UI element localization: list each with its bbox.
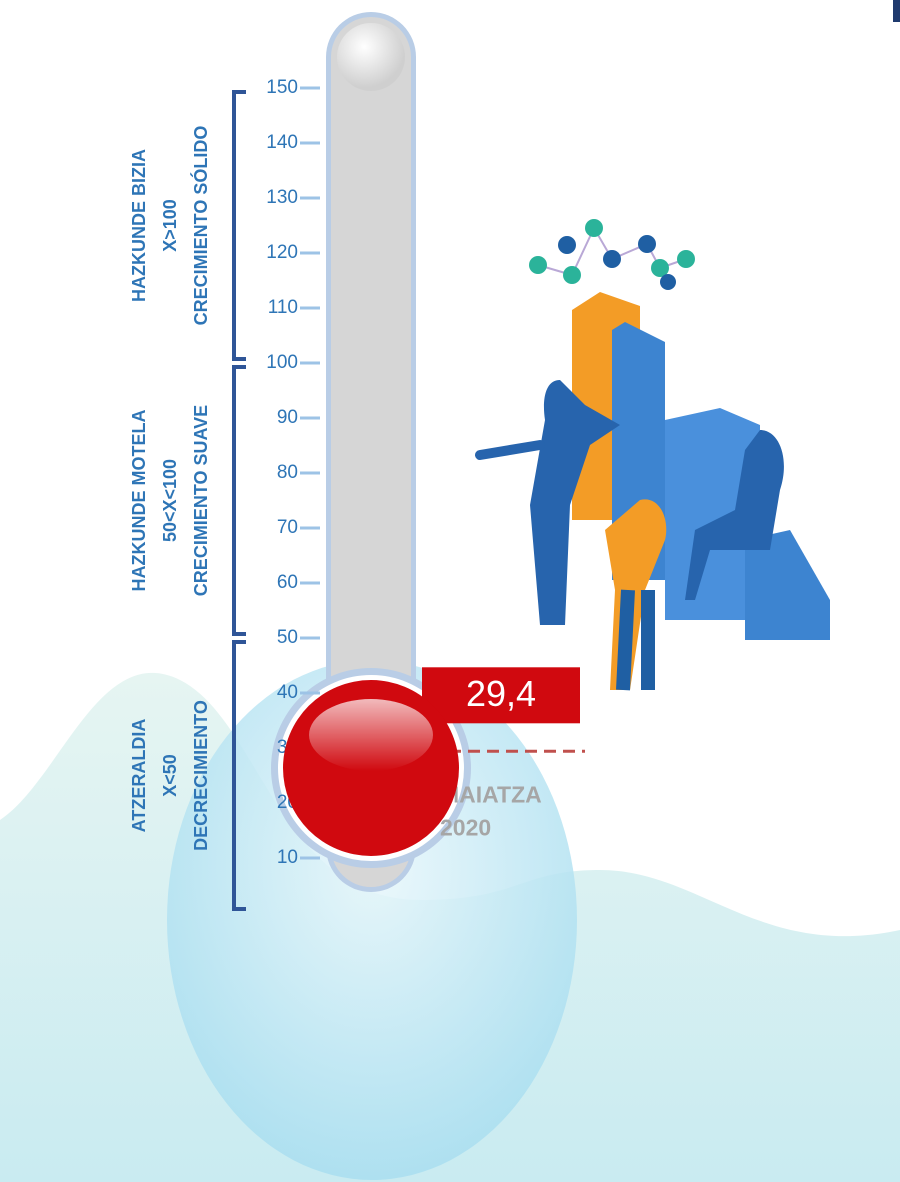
band-label: DECRECIMIENTO <box>191 700 211 851</box>
y-tick-label: 90 <box>277 407 298 428</box>
y-tick-label: 40 <box>277 682 298 703</box>
y-tick-label: 140 <box>266 132 298 153</box>
band-bracket <box>234 367 246 634</box>
date-label: 2020 <box>440 814 491 840</box>
y-tick-label: 130 <box>266 187 298 208</box>
band-label: ATZERALDIA <box>129 719 149 833</box>
y-tick-label: 80 <box>277 462 298 483</box>
chart: 29,4MAIATZA20201020304050607080901001101… <box>0 0 900 1182</box>
band-label: CRECIMIENTO SÓLIDO <box>190 126 211 326</box>
y-tick-label: 100 <box>266 352 298 373</box>
band-label: HAZKUNDE MOTELA <box>129 410 149 592</box>
y-tick-label: 70 <box>277 517 298 538</box>
band-bracket <box>234 92 246 359</box>
y-tick-label: 50 <box>277 627 298 648</box>
y-tick-label: 10 <box>277 847 298 868</box>
y-tick-label: 150 <box>266 77 298 98</box>
y-tick-label: 120 <box>266 242 298 263</box>
band-label: 50<X<100 <box>160 459 180 542</box>
bulb <box>283 680 459 856</box>
y-tick-label: 60 <box>277 572 298 593</box>
band-label: HAZKUNDE BIZIA <box>129 149 149 302</box>
band-label: CRECIMIENTO SUAVE <box>191 405 211 596</box>
band-label: X<50 <box>160 754 180 797</box>
illustration <box>480 219 830 690</box>
band-label: X>100 <box>160 199 180 252</box>
value-label: 29,4 <box>466 673 536 714</box>
y-tick-label: 110 <box>268 297 298 318</box>
